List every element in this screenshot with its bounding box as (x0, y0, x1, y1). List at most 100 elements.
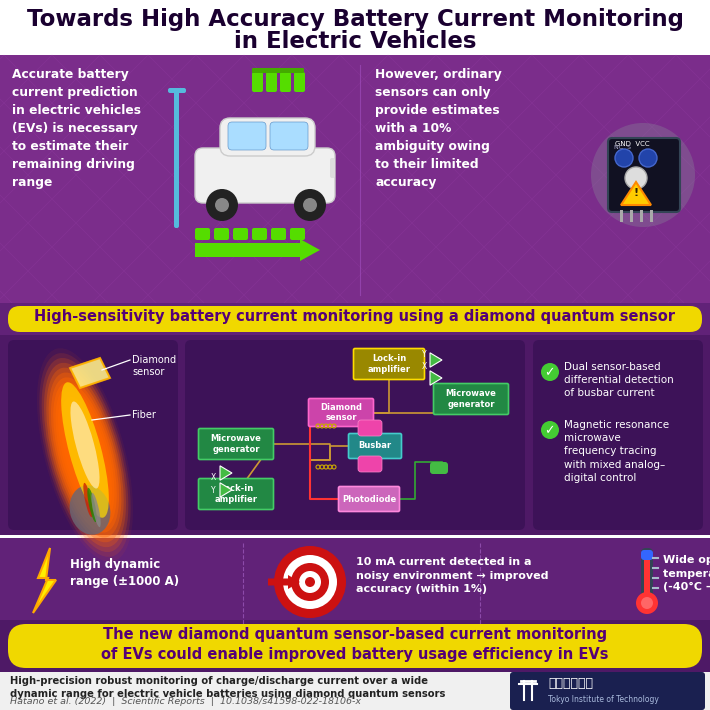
Circle shape (291, 563, 329, 601)
Text: GND  VCC: GND VCC (615, 141, 650, 147)
Polygon shape (430, 353, 442, 367)
FancyBboxPatch shape (174, 88, 179, 228)
Text: Microwave
generator: Microwave generator (446, 389, 496, 409)
Text: Busbar: Busbar (359, 442, 391, 451)
Ellipse shape (42, 358, 129, 552)
Bar (630, 210, 633, 222)
FancyBboxPatch shape (510, 672, 705, 710)
FancyBboxPatch shape (641, 550, 653, 560)
Bar (650, 210, 653, 222)
Circle shape (299, 571, 321, 593)
Bar (0, 335, 710, 535)
Ellipse shape (58, 392, 112, 518)
FancyBboxPatch shape (309, 398, 373, 427)
Circle shape (305, 577, 315, 587)
Text: Diamond
sensor: Diamond sensor (132, 355, 176, 378)
Polygon shape (430, 371, 442, 386)
Ellipse shape (87, 488, 97, 522)
Text: Magnetic resonance
microwave
frequency tracing
with mixed analog–
digital contro: Magnetic resonance microwave frequency t… (564, 420, 669, 483)
Bar (620, 210, 623, 222)
FancyBboxPatch shape (195, 148, 335, 203)
FancyBboxPatch shape (294, 72, 305, 92)
FancyBboxPatch shape (185, 340, 525, 530)
Circle shape (303, 198, 317, 212)
Circle shape (294, 189, 326, 221)
Text: Y: Y (422, 350, 426, 359)
Text: Photodiode: Photodiode (342, 494, 396, 503)
Text: Hatano et al. (2022)  |  Scientific Reports  |  10.1038/s41598-022-18106-x: Hatano et al. (2022) | Scientific Report… (10, 697, 361, 706)
Text: Lock-in
amplifier: Lock-in amplifier (214, 484, 258, 503)
Text: Y: Y (211, 486, 215, 495)
Ellipse shape (92, 493, 101, 527)
Text: !: ! (633, 188, 638, 198)
FancyBboxPatch shape (252, 72, 263, 92)
Text: High-sensitivity battery current monitoring using a diamond quantum sensor: High-sensitivity battery current monitor… (35, 309, 675, 324)
FancyBboxPatch shape (354, 349, 425, 380)
Text: ✓: ✓ (544, 424, 555, 437)
FancyBboxPatch shape (8, 306, 702, 332)
Text: The new diamond quantum sensor-based current monitoring
of EVs could enable impr: The new diamond quantum sensor-based cur… (102, 627, 608, 662)
Text: Dual sensor-based
differential detection
of busbar current: Dual sensor-based differential detection… (564, 362, 674, 398)
Text: NC  S: NC S (614, 145, 631, 150)
FancyBboxPatch shape (195, 228, 210, 240)
FancyBboxPatch shape (8, 340, 178, 530)
Polygon shape (621, 182, 651, 205)
FancyBboxPatch shape (339, 486, 400, 511)
FancyBboxPatch shape (290, 228, 305, 240)
Ellipse shape (37, 348, 133, 562)
FancyBboxPatch shape (358, 420, 382, 436)
Ellipse shape (55, 387, 114, 523)
Ellipse shape (60, 397, 110, 513)
Circle shape (215, 198, 229, 212)
Text: X: X (421, 362, 427, 371)
Ellipse shape (61, 382, 109, 518)
Circle shape (283, 555, 337, 609)
FancyBboxPatch shape (330, 158, 335, 178)
Bar (0, 0, 710, 55)
Text: Accurate battery
current prediction
in electric vehicles
(EVs) is necessary
to e: Accurate battery current prediction in e… (12, 68, 141, 189)
Text: X: X (210, 473, 216, 482)
Text: Microwave
generator: Microwave generator (211, 435, 261, 454)
FancyBboxPatch shape (199, 429, 273, 459)
FancyBboxPatch shape (349, 434, 401, 459)
Ellipse shape (70, 401, 99, 488)
Bar (0, 620, 710, 672)
FancyBboxPatch shape (252, 228, 267, 240)
FancyBboxPatch shape (271, 228, 286, 240)
Text: 10 mA current detected in a
noisy environment → improved
accuracy (within 1%): 10 mA current detected in a noisy enviro… (356, 557, 549, 594)
FancyBboxPatch shape (641, 548, 653, 603)
Text: Towards High Accuracy Battery Current Monitoring: Towards High Accuracy Battery Current Mo… (26, 8, 684, 31)
Text: Diamond
sensor: Diamond sensor (320, 403, 362, 422)
Polygon shape (33, 548, 56, 613)
Text: High dynamic
range (±1000 A): High dynamic range (±1000 A) (70, 558, 179, 588)
Circle shape (641, 597, 653, 609)
Circle shape (615, 149, 633, 167)
Ellipse shape (48, 373, 121, 537)
FancyBboxPatch shape (533, 340, 703, 530)
Ellipse shape (83, 483, 93, 517)
FancyBboxPatch shape (252, 68, 304, 73)
FancyBboxPatch shape (228, 122, 266, 150)
FancyBboxPatch shape (270, 122, 308, 150)
Circle shape (636, 592, 658, 614)
Bar (0, 303, 710, 335)
FancyBboxPatch shape (8, 624, 702, 668)
Polygon shape (70, 358, 110, 388)
Ellipse shape (70, 486, 110, 535)
FancyBboxPatch shape (644, 555, 650, 598)
Text: High-precision robust monitoring of charge/discharge current over a wide
dynamic: High-precision robust monitoring of char… (10, 676, 445, 699)
Ellipse shape (39, 353, 131, 557)
Ellipse shape (46, 368, 124, 542)
Bar (0, 672, 710, 710)
Bar (640, 210, 643, 222)
Circle shape (541, 363, 559, 381)
Circle shape (625, 167, 647, 189)
FancyBboxPatch shape (434, 383, 508, 415)
Circle shape (591, 123, 695, 227)
FancyBboxPatch shape (220, 118, 315, 156)
Ellipse shape (44, 363, 126, 547)
Ellipse shape (62, 402, 107, 508)
Text: ✓: ✓ (544, 366, 555, 379)
FancyBboxPatch shape (280, 72, 291, 92)
Text: Wide operating
temperature range
(-40°C – 85°C): Wide operating temperature range (-40°C … (663, 555, 710, 592)
